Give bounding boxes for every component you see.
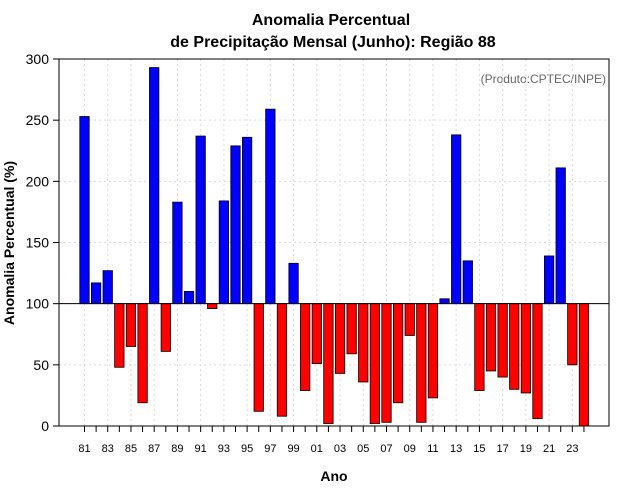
bar-96	[253, 303, 264, 412]
bar-24	[578, 303, 590, 427]
bar-21	[544, 255, 555, 305]
x-axis-title: Ano	[320, 468, 347, 484]
x-tick-label-81: 81	[78, 443, 90, 455]
bar-23	[567, 303, 578, 366]
y-tick-label-0: 0	[41, 418, 49, 434]
bar-84	[114, 303, 125, 368]
x-tick-label-19: 19	[520, 443, 532, 455]
bar-06	[369, 303, 380, 424]
bar-92	[207, 303, 218, 309]
x-tick-label-85: 85	[125, 443, 137, 455]
x-tick-label-09: 09	[404, 443, 416, 455]
y-tick-label-250: 250	[26, 112, 50, 128]
y-tick-label-50: 50	[33, 357, 49, 373]
y-axis-title: Anomalia Percentual (%)	[1, 161, 17, 325]
bar-86	[137, 303, 148, 404]
bar-01	[311, 303, 322, 365]
x-tick-label-05: 05	[357, 443, 369, 455]
bar-94	[230, 145, 241, 305]
bar-05	[358, 303, 369, 383]
bar-17	[497, 303, 508, 378]
x-tick-label-21: 21	[543, 443, 555, 455]
bar-87	[149, 67, 160, 305]
y-tick-label-300: 300	[26, 51, 50, 67]
bar-04	[346, 303, 357, 355]
bar-88	[160, 303, 171, 352]
x-tick-label-89: 89	[171, 443, 183, 455]
bar-16	[485, 303, 497, 372]
x-tick-label-13: 13	[450, 443, 462, 455]
x-tick-label-11: 11	[427, 443, 438, 455]
bar-11	[427, 303, 439, 399]
bar-10	[416, 303, 427, 423]
bar-14	[462, 260, 473, 305]
chart-title: Anomalia Percentual	[252, 12, 410, 29]
x-tick-label-15: 15	[473, 443, 485, 455]
bar-02	[323, 303, 334, 424]
x-tick-label-17: 17	[497, 443, 509, 455]
bar-08	[393, 303, 404, 404]
bar-90	[183, 291, 195, 305]
y-tick-label-100: 100	[26, 296, 50, 312]
chart-credit: (Produto:CPTEC/INPE)	[481, 72, 606, 86]
x-tick-label-87: 87	[148, 443, 160, 455]
y-tick-label-200: 200	[26, 173, 50, 189]
bar-82	[91, 282, 102, 305]
x-tick-label-95: 95	[241, 443, 253, 455]
bar-00	[300, 303, 311, 391]
bar-22	[555, 167, 566, 305]
bar-97	[265, 108, 276, 305]
bar-13	[451, 134, 462, 305]
x-tick-label-83: 83	[102, 443, 114, 455]
bar-20	[532, 303, 543, 420]
bar-18	[509, 303, 520, 390]
bar-99	[288, 262, 299, 305]
bar-89	[172, 201, 183, 305]
bar-12	[439, 298, 450, 305]
y-tick-label-150: 150	[26, 235, 50, 251]
bar-03	[334, 303, 346, 374]
bar-81	[79, 116, 90, 305]
bar-85	[125, 303, 137, 347]
x-tick-label-03: 03	[334, 443, 346, 455]
bar-19	[520, 303, 531, 394]
chart-subtitle: de Precipitação Mensal (Junho): Região 8…	[170, 34, 496, 51]
bar-93	[218, 200, 229, 305]
bar-15	[474, 303, 485, 391]
x-tick-label-23: 23	[566, 443, 578, 455]
x-tick-label-99: 99	[287, 443, 299, 455]
bar-98	[276, 303, 288, 417]
bar-07	[381, 303, 392, 423]
bar-91	[195, 135, 206, 305]
x-tick-label-97: 97	[264, 443, 276, 455]
bar-95	[242, 136, 253, 305]
x-tick-label-91: 91	[195, 443, 207, 455]
x-tick-label-93: 93	[218, 443, 230, 455]
bar-09	[404, 303, 415, 336]
x-tick-label-07: 07	[380, 443, 392, 455]
bar-83	[102, 270, 113, 305]
x-tick-label-01: 01	[311, 443, 323, 455]
bars	[79, 67, 590, 427]
